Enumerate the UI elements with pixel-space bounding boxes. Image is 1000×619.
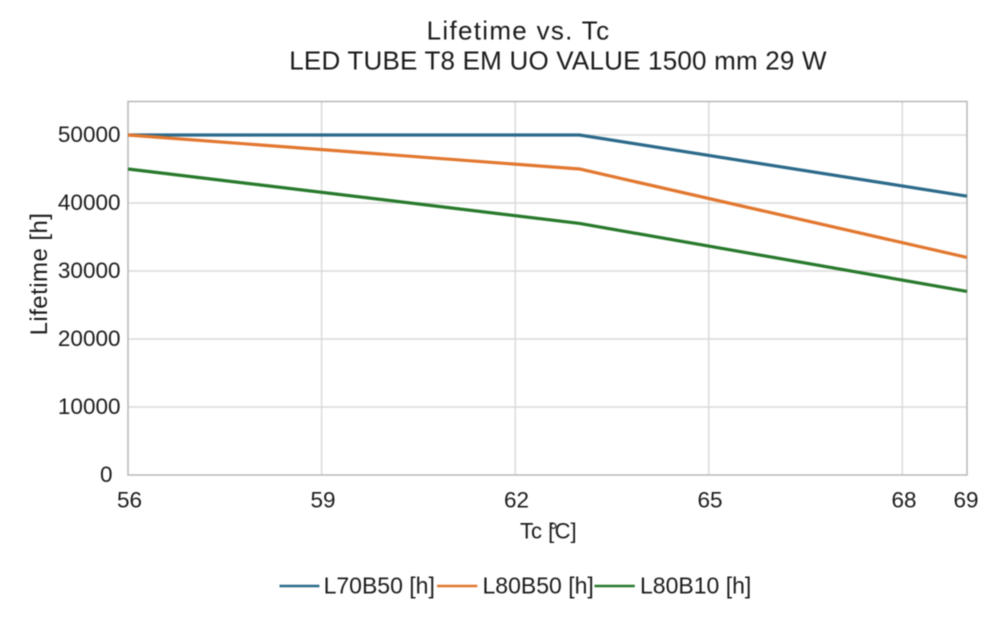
svg-text:L80B50 [h]: L80B50 [h]: [483, 573, 594, 599]
svg-text:69: 69: [953, 488, 978, 513]
svg-text:Lifetime [h]: Lifetime [h]: [26, 213, 53, 336]
svg-text:30000: 30000: [58, 258, 121, 283]
svg-text:Lifetime vs. Tc: Lifetime vs. Tc: [427, 16, 611, 46]
svg-text:68: 68: [891, 488, 916, 513]
svg-text:L80B10 [h]: L80B10 [h]: [640, 573, 751, 599]
svg-text:50000: 50000: [58, 122, 121, 147]
svg-text:L70B50 [h]: L70B50 [h]: [324, 573, 435, 599]
svg-text:LED TUBE T8 EM UO VALUE 1500 m: LED TUBE T8 EM UO VALUE 1500 mm 29 W: [289, 46, 827, 76]
svg-text:40000: 40000: [58, 190, 121, 215]
svg-text:56: 56: [117, 488, 142, 513]
svg-text:0: 0: [100, 462, 113, 487]
svg-text:20000: 20000: [58, 326, 121, 351]
svg-text:62: 62: [504, 488, 529, 513]
svg-text:65: 65: [697, 488, 722, 513]
svg-text:Tc [°C]: Tc [°C]: [520, 519, 577, 544]
svg-text:59: 59: [310, 488, 335, 513]
svg-text:10000: 10000: [58, 394, 121, 419]
